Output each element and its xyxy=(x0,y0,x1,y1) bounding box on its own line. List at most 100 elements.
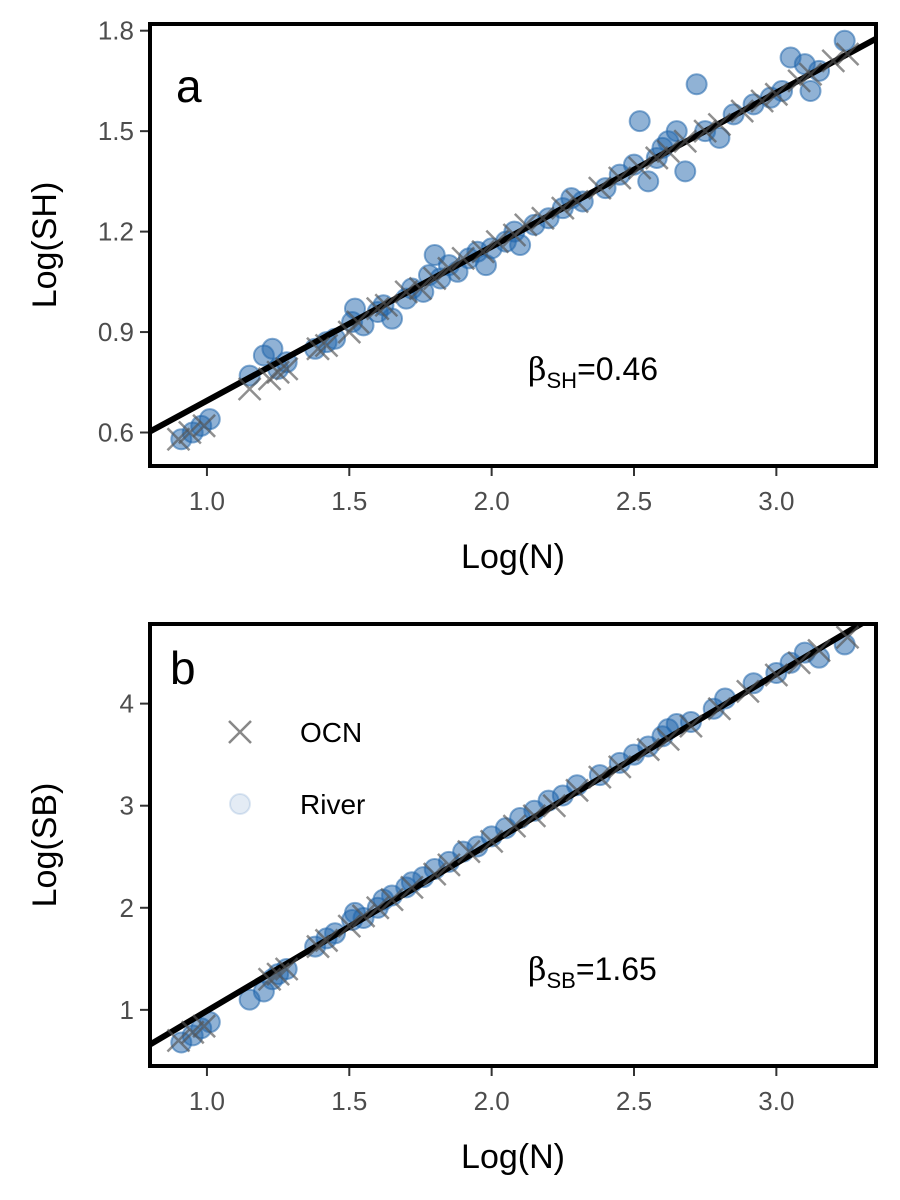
ocn-point xyxy=(437,256,461,281)
ocn-point xyxy=(166,1028,191,1053)
ocn-point xyxy=(607,166,632,190)
ocn-point xyxy=(764,82,789,107)
river-point xyxy=(833,29,856,52)
ocn-point xyxy=(798,62,823,87)
ocn-point xyxy=(266,360,291,385)
ocn-point xyxy=(337,914,362,939)
ocn-point xyxy=(835,625,860,650)
x-tick-label: 3.0 xyxy=(758,1086,794,1116)
ocn-point xyxy=(177,420,202,445)
legend-label: River xyxy=(300,789,365,820)
beta-annotation: βSH=0.46 xyxy=(528,350,658,393)
beta-subscript: SB xyxy=(547,968,576,993)
ocn-point xyxy=(400,875,424,900)
y-tick-label: 1 xyxy=(120,995,134,1025)
beta-subscript: SH xyxy=(547,368,578,393)
y-axis-title: Log(SH) xyxy=(26,182,64,309)
ocn-point xyxy=(180,1020,205,1045)
ocn-point xyxy=(314,928,339,953)
ocn-point xyxy=(380,887,404,912)
ocn-point xyxy=(531,206,555,231)
y-tick-label: 0.6 xyxy=(98,418,134,448)
ocn-point xyxy=(192,1014,216,1039)
ocn-point xyxy=(693,119,718,144)
plot-frame xyxy=(148,622,878,1068)
data-layer xyxy=(150,29,876,452)
ocn-point xyxy=(166,427,191,452)
ocn-point xyxy=(422,862,447,886)
x-axis-title: Log(N) xyxy=(461,1138,565,1176)
legend-label: OCN xyxy=(300,717,362,748)
ocn-point xyxy=(679,714,703,738)
ocn-point xyxy=(644,146,669,170)
river-point xyxy=(261,337,284,360)
x-tick-label: 1.5 xyxy=(331,1086,367,1116)
ocn-point xyxy=(422,266,447,291)
beta-symbol: β xyxy=(528,350,547,388)
ocn-point xyxy=(437,853,461,877)
beta-annotation: βSB=1.65 xyxy=(528,950,657,993)
beta-value: =0.46 xyxy=(577,351,658,387)
data-layer xyxy=(150,624,867,1054)
fit-line xyxy=(150,624,867,1048)
x-tick-label: 2.0 xyxy=(474,1086,510,1116)
ocn-point xyxy=(550,196,575,221)
ocn-point xyxy=(192,413,216,438)
y-axis-title: Log(SB) xyxy=(26,783,64,908)
ocn-point xyxy=(306,336,330,361)
x-axis-title: Log(N) xyxy=(461,538,565,576)
ocn-point xyxy=(587,176,612,200)
ocn-point xyxy=(656,727,681,752)
ocn-point xyxy=(365,895,390,920)
x-tick-label: 1.0 xyxy=(189,1086,225,1116)
ocn-point xyxy=(274,957,299,981)
ocn-point xyxy=(587,765,612,790)
ocn-point xyxy=(394,279,419,304)
river-point xyxy=(628,110,651,133)
ocn-point xyxy=(542,793,567,818)
ocn-point xyxy=(707,696,732,721)
ocn-point xyxy=(787,69,812,93)
river-point xyxy=(509,234,532,256)
ocn-point xyxy=(274,357,299,381)
ocn-point xyxy=(787,650,812,675)
legend-ocn-icon xyxy=(228,720,252,744)
plot-frame xyxy=(148,22,878,468)
y-tick-label: 4 xyxy=(120,689,134,719)
beta-symbol: β xyxy=(528,950,547,988)
ocn-point xyxy=(764,663,789,687)
panel-label: b xyxy=(170,642,196,694)
ocn-point xyxy=(513,213,538,237)
river-point xyxy=(674,160,697,183)
ocn-point xyxy=(522,804,547,828)
legend: OCN River xyxy=(228,717,365,820)
ocn-point xyxy=(351,904,376,928)
ocn-point xyxy=(636,737,661,762)
ocn-point xyxy=(502,814,527,838)
ocn-point xyxy=(565,189,589,214)
ocn-point xyxy=(237,377,262,401)
ocn-point xyxy=(730,99,755,123)
ocn-point xyxy=(365,296,390,321)
x-tick-label: 2.5 xyxy=(616,486,652,516)
ocn-point xyxy=(565,778,589,803)
ocn-point xyxy=(471,239,495,264)
ocn-point xyxy=(807,638,831,663)
ocn-point xyxy=(408,276,433,301)
ocn-point xyxy=(627,156,652,180)
y-tick-label: 1.5 xyxy=(98,116,134,146)
ocn-point xyxy=(345,310,370,334)
ocn-point xyxy=(314,333,339,358)
panel-label: a xyxy=(176,60,202,112)
x-tick-label: 2.0 xyxy=(474,486,510,516)
legend-river-icon xyxy=(229,793,251,815)
y-tick-label: 3 xyxy=(120,791,134,821)
x-tick-label: 2.5 xyxy=(616,1086,652,1116)
y-tick-label: 2 xyxy=(120,893,134,923)
ocn-point xyxy=(707,112,732,137)
y-tick-label: 0.9 xyxy=(98,317,134,347)
y-tick-label: 1.2 xyxy=(98,217,134,247)
ocn-point xyxy=(735,679,760,704)
river-point xyxy=(708,126,731,149)
